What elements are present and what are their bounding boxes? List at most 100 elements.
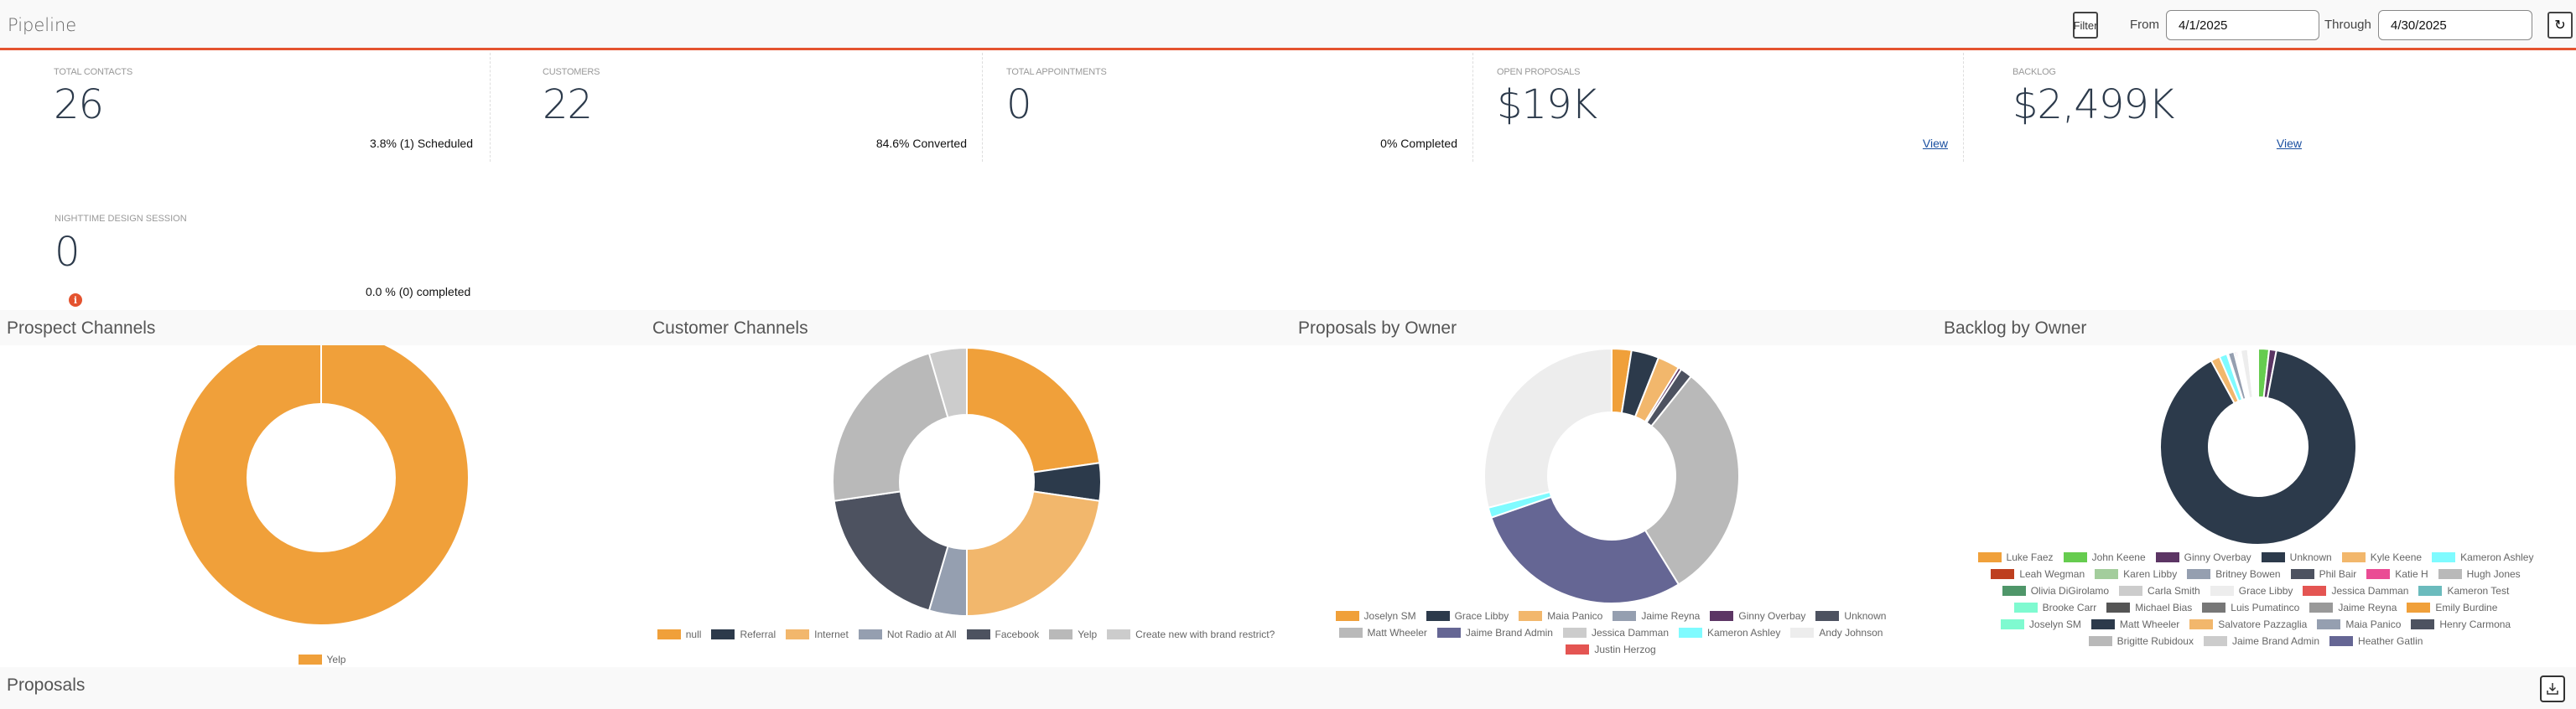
legend-item[interactable]: Karen Libby [2095, 568, 2177, 580]
view-proposals-link[interactable]: View [1922, 137, 1948, 150]
legend-item[interactable]: Jessica Damman [2303, 585, 2408, 597]
legend-label: Ginny Overbay [1738, 610, 1806, 622]
legend-item[interactable]: Matt Wheeler [1338, 627, 1427, 639]
legend-item[interactable]: Kameron Ashley [2432, 551, 2533, 563]
donut-slice-yelp[interactable] [832, 352, 949, 502]
legend-item[interactable]: Michael Bias [2106, 602, 2192, 613]
legend-item[interactable]: Britney Bowen [2187, 568, 2281, 580]
legend-item[interactable]: Grace Libby [2210, 585, 2293, 597]
legend-label: Create new with brand restrict? [1135, 629, 1275, 640]
legend-item[interactable]: Justin Herzog [1566, 644, 1656, 655]
legend-label: Facebook [995, 629, 1040, 640]
legend-item[interactable]: Unknown [1815, 610, 1886, 622]
legend-item[interactable]: null [657, 629, 701, 640]
refresh-icon: ↻ [2554, 18, 2566, 33]
legend-item[interactable]: Yelp [1049, 629, 1097, 640]
donut-slice-facebook[interactable] [833, 490, 949, 612]
donut-slice-heather-gatlin[interactable] [2257, 347, 2259, 399]
legend-item[interactable]: Emily Burdine [2407, 602, 2497, 613]
kpi-label: TOTAL APPOINTMENTS [1006, 67, 1107, 77]
download-button[interactable] [2540, 675, 2565, 702]
legend-item[interactable]: Olivia DiGirolamo [2002, 585, 2109, 597]
legend-item[interactable]: Facebook [966, 629, 1040, 640]
legend-label: Luke Faez [2006, 551, 2054, 563]
legend-item[interactable]: Salvatore Pazzaglia [2189, 618, 2307, 630]
legend-label: Luis Pumatinco [2231, 602, 2300, 613]
donut-slice-internet[interactable] [966, 490, 1101, 618]
legend-swatch [2303, 586, 2327, 596]
legend-item[interactable]: Maia Panico [2317, 618, 2401, 630]
legend-item[interactable]: Yelp [298, 654, 345, 665]
from-label: From [2130, 18, 2159, 32]
legend-item[interactable]: Luke Faez [1977, 551, 2054, 563]
donut-slice-unknown[interactable] [2159, 349, 2357, 546]
legend-item[interactable]: Andy Johnson [1790, 627, 1883, 639]
kpi-value: 22 [543, 81, 593, 128]
legend-item[interactable]: Joselyn SM [2000, 618, 2081, 630]
legend-swatch [2202, 603, 2226, 613]
view-backlog-link[interactable]: View [2276, 137, 2302, 150]
legend-item[interactable]: Kameron Ashley [1679, 627, 1780, 639]
legend-item[interactable]: Heather Gatlin [2329, 635, 2423, 647]
legend-item[interactable]: Matt Wheeler [2090, 618, 2179, 630]
legend-item[interactable]: Jaime Reyna [1613, 610, 1700, 622]
legend-item[interactable]: Jessica Damman [1562, 627, 1669, 639]
legend-item[interactable]: Referral [711, 629, 776, 640]
page-title: Pipeline [8, 15, 77, 35]
donut-svg [832, 346, 1102, 618]
legend-item[interactable]: Jaime Reyna [2309, 602, 2397, 613]
legend-label: Jaime Reyna [1641, 610, 1701, 622]
legend-swatch [2407, 603, 2431, 613]
legend-item[interactable]: Jaime Brand Admin [1436, 627, 1553, 639]
legend-swatch [2095, 569, 2119, 579]
chart-title: Backlog by Owner [1944, 318, 2087, 338]
legend-item[interactable]: Kameron Test [2418, 585, 2509, 597]
legend-item[interactable]: Carla Smith [2119, 585, 2200, 597]
legend-item[interactable]: Luis Pumatinco [2202, 602, 2299, 613]
legend-item[interactable]: Unknown [2261, 551, 2332, 563]
filter-button[interactable]: Filter [2073, 12, 2098, 39]
legend-item[interactable]: Maia Panico [1519, 610, 1602, 622]
legend-swatch [1977, 552, 2002, 562]
legend-item[interactable]: Kyle Keene [2341, 551, 2422, 563]
legend-label: John Keene [2091, 551, 2146, 563]
legend-item[interactable]: Hugh Jones [2438, 568, 2521, 580]
legend-item[interactable]: Brigitte Rubidoux [2088, 635, 2194, 647]
legend-item[interactable]: Internet [786, 629, 849, 640]
chart-legend: Yelp [0, 654, 644, 665]
legend-item[interactable]: John Keene [2063, 551, 2146, 563]
donut-slice-jaime-brand-admin[interactable] [1490, 495, 1680, 604]
legend-item[interactable]: Phil Bair [2290, 568, 2356, 580]
donut-slice-andy-johnson[interactable] [1483, 347, 1613, 510]
legend-item[interactable]: Ginny Overbay [2155, 551, 2251, 563]
legend-item[interactable]: Grace Libby [1426, 610, 1509, 622]
download-icon [2547, 683, 2558, 695]
legend-item[interactable]: Jaime Brand Admin [2203, 635, 2319, 647]
legend-item[interactable]: Not Radio at All [858, 629, 957, 640]
legend-item[interactable]: Create new with brand restrict? [1107, 629, 1275, 640]
legend-item[interactable]: Ginny Overbay [1710, 610, 1805, 622]
donut-slice-matt-wheeler[interactable] [1644, 375, 1740, 586]
through-date-input[interactable]: 4/30/2025 [2378, 10, 2532, 40]
from-date-input[interactable]: 4/1/2025 [2166, 10, 2319, 40]
donut-slice-yelp[interactable] [173, 345, 470, 626]
kpi-customers: CUSTOMERS 22 84.6% Converted [492, 53, 983, 162]
legend-label: Britney Bowen [2215, 568, 2281, 580]
legend-item[interactable]: Henry Carmona [2411, 618, 2511, 630]
refresh-button[interactable]: ↻ [2547, 12, 2573, 39]
chart-legend: Luke Faez John Keene Ginny Overbay Unknown K… [1934, 551, 2576, 647]
proposals-by-owner-chart: Joselyn SM Grace Libby Maia Panico Jaime Re… [1289, 345, 1933, 667]
legend-item[interactable]: Leah Wegman [1991, 568, 2085, 580]
legend-item[interactable]: Joselyn SM [1335, 610, 1416, 622]
legend-item[interactable]: Katie H [2366, 568, 2428, 580]
legend-label: Carla Smith [2148, 585, 2200, 597]
donut-slice-create-new-with-brand-restrict-[interactable] [927, 346, 968, 419]
legend-swatch [1991, 569, 2015, 579]
legend-item[interactable]: Brooke Carr [2013, 602, 2096, 613]
legend-swatch [2187, 569, 2211, 579]
legend-label: Justin Herzog [1594, 644, 1656, 655]
legend-swatch [858, 629, 882, 639]
info-icon[interactable]: i [69, 293, 82, 307]
legend-swatch [2411, 619, 2435, 629]
donut-slice-null[interactable] [966, 346, 1101, 474]
